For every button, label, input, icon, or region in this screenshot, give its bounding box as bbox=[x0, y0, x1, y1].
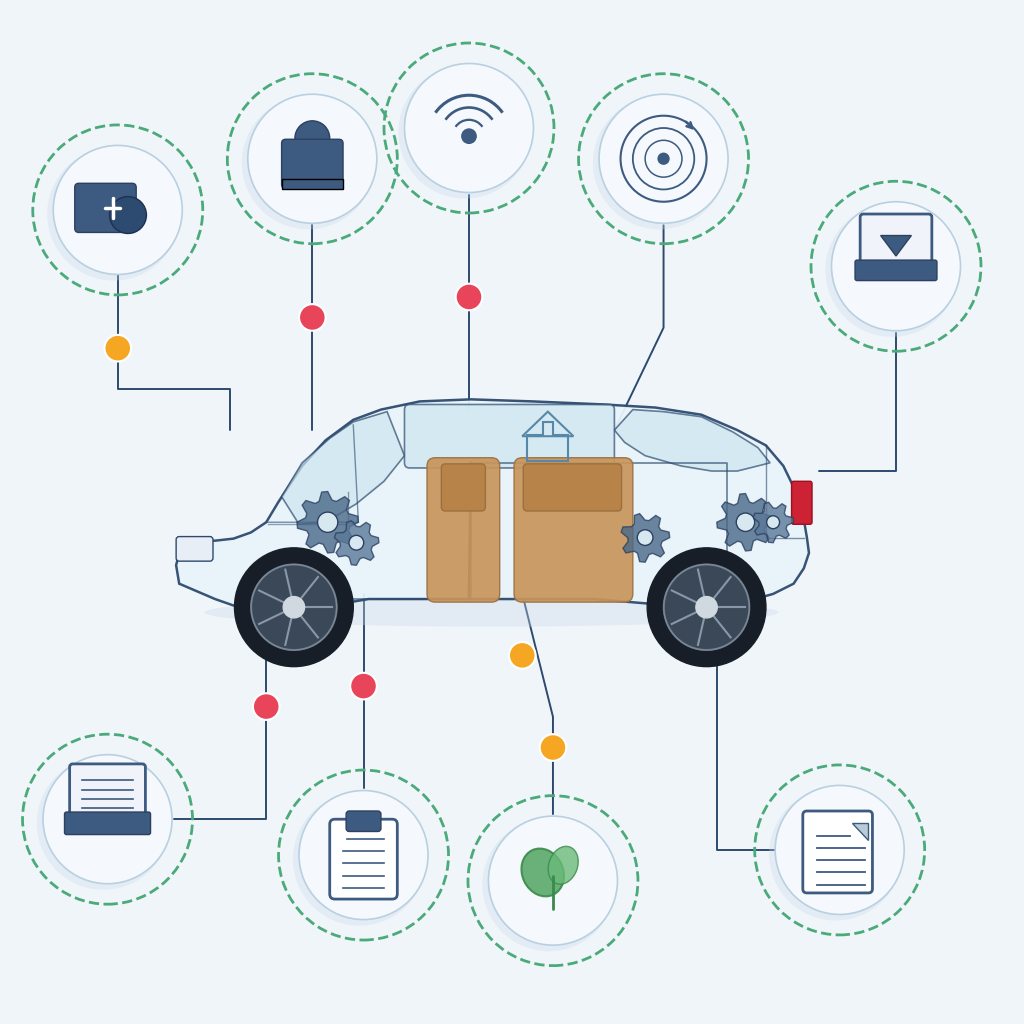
Circle shape bbox=[299, 304, 326, 331]
Polygon shape bbox=[282, 412, 404, 524]
FancyBboxPatch shape bbox=[176, 537, 213, 561]
FancyBboxPatch shape bbox=[65, 812, 151, 835]
Circle shape bbox=[299, 791, 428, 920]
Circle shape bbox=[657, 153, 670, 165]
Circle shape bbox=[242, 96, 375, 229]
Ellipse shape bbox=[548, 847, 579, 884]
Circle shape bbox=[37, 757, 170, 890]
Polygon shape bbox=[881, 236, 911, 256]
Ellipse shape bbox=[205, 598, 778, 627]
Polygon shape bbox=[852, 823, 868, 840]
Polygon shape bbox=[335, 521, 379, 565]
Circle shape bbox=[43, 755, 172, 884]
Circle shape bbox=[482, 818, 615, 951]
Ellipse shape bbox=[521, 849, 564, 896]
Polygon shape bbox=[754, 503, 794, 543]
FancyBboxPatch shape bbox=[803, 811, 872, 893]
FancyBboxPatch shape bbox=[70, 764, 145, 819]
Polygon shape bbox=[717, 494, 774, 551]
Circle shape bbox=[664, 564, 750, 650]
Circle shape bbox=[104, 335, 131, 361]
Circle shape bbox=[488, 816, 617, 945]
Circle shape bbox=[398, 66, 531, 199]
Circle shape bbox=[736, 513, 755, 531]
Circle shape bbox=[404, 63, 534, 193]
Circle shape bbox=[110, 197, 146, 233]
Circle shape bbox=[350, 673, 377, 699]
Circle shape bbox=[647, 548, 766, 667]
FancyBboxPatch shape bbox=[792, 481, 812, 524]
Circle shape bbox=[637, 529, 653, 546]
FancyBboxPatch shape bbox=[860, 214, 932, 267]
Circle shape bbox=[540, 734, 566, 761]
Circle shape bbox=[295, 121, 330, 156]
Circle shape bbox=[253, 693, 280, 720]
Circle shape bbox=[284, 597, 304, 617]
Circle shape bbox=[769, 787, 902, 921]
Circle shape bbox=[248, 94, 377, 223]
Circle shape bbox=[251, 564, 337, 650]
Polygon shape bbox=[614, 410, 770, 471]
Circle shape bbox=[696, 597, 717, 617]
FancyBboxPatch shape bbox=[523, 464, 622, 511]
Circle shape bbox=[599, 94, 728, 223]
Circle shape bbox=[47, 147, 180, 281]
Polygon shape bbox=[622, 514, 670, 562]
Circle shape bbox=[767, 516, 779, 528]
FancyBboxPatch shape bbox=[330, 819, 397, 899]
FancyBboxPatch shape bbox=[282, 139, 343, 188]
FancyBboxPatch shape bbox=[855, 260, 937, 281]
Polygon shape bbox=[176, 399, 809, 620]
Circle shape bbox=[349, 536, 364, 550]
Circle shape bbox=[234, 548, 353, 667]
Circle shape bbox=[831, 202, 961, 331]
FancyBboxPatch shape bbox=[75, 183, 136, 232]
Circle shape bbox=[593, 96, 726, 229]
FancyBboxPatch shape bbox=[404, 404, 614, 468]
FancyBboxPatch shape bbox=[427, 458, 500, 602]
Circle shape bbox=[775, 785, 904, 914]
FancyBboxPatch shape bbox=[441, 464, 485, 511]
Circle shape bbox=[825, 204, 958, 337]
Circle shape bbox=[293, 793, 426, 926]
Circle shape bbox=[509, 642, 536, 669]
FancyBboxPatch shape bbox=[346, 811, 381, 831]
Circle shape bbox=[462, 129, 476, 143]
FancyBboxPatch shape bbox=[514, 458, 633, 602]
Circle shape bbox=[456, 284, 482, 310]
FancyBboxPatch shape bbox=[282, 179, 343, 189]
Polygon shape bbox=[297, 492, 358, 553]
Circle shape bbox=[53, 145, 182, 274]
Circle shape bbox=[317, 512, 338, 532]
